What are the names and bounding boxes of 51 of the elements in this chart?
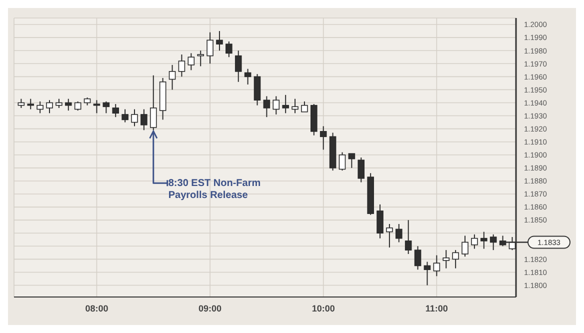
candlestick (140, 108, 148, 131)
candlestick (27, 98, 34, 110)
candlestick (206, 32, 214, 64)
candlestick (386, 223, 393, 248)
candlestick (338, 152, 346, 172)
annotation: 8:30 EST Non-Farm Payrolls Release (168, 178, 261, 202)
candlestick (320, 126, 327, 150)
x-tick-label: 11:00 (425, 303, 448, 314)
candlestick (358, 157, 365, 183)
candlestick (18, 98, 25, 108)
x-tick-label: 09:00 (198, 303, 222, 314)
candlestick (263, 96, 270, 118)
candlestick (414, 246, 422, 270)
candlestick (424, 261, 431, 286)
candlestick (433, 254, 440, 277)
candlestick (56, 98, 62, 108)
candlestick (197, 50, 204, 67)
candlestick (112, 104, 120, 118)
candlestick (301, 100, 308, 112)
candlestick (376, 204, 384, 239)
candlestick (292, 98, 298, 114)
candlestick (254, 74, 261, 106)
candlestick (490, 234, 497, 251)
candlestick (462, 235, 468, 258)
candlestick (150, 74, 157, 131)
candlestick (131, 108, 138, 127)
candlestick (282, 94, 289, 114)
candlestick (64, 98, 72, 112)
candlestick (178, 54, 186, 78)
candlestick (234, 50, 242, 82)
candlestick (442, 250, 450, 269)
candlestick (272, 96, 280, 115)
candlestick (480, 231, 488, 250)
candlestick (93, 100, 100, 114)
candlestick (226, 40, 232, 58)
candlestick (74, 100, 82, 112)
candlestick (396, 223, 402, 243)
candlestick (168, 64, 176, 90)
candlestick (36, 100, 44, 114)
candlestick (122, 108, 128, 123)
x-tick-label: 10:00 (312, 303, 335, 314)
candlestick (404, 220, 412, 254)
candlestick (216, 30, 223, 52)
candlestick (452, 250, 459, 269)
candlestick (348, 153, 356, 168)
candlestick (188, 52, 195, 71)
candlestick (471, 234, 478, 250)
candlestick (46, 100, 53, 114)
candlestick (102, 100, 110, 114)
candlestick (244, 68, 252, 85)
x-tick-label: 08:00 (85, 303, 108, 314)
